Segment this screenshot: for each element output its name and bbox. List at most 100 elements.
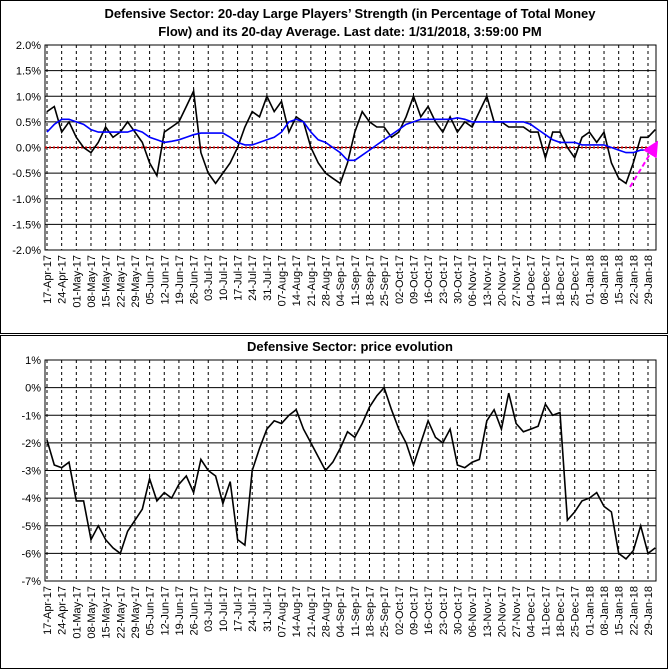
x-tick-label: 13-Nov-17 [482,586,494,637]
y-tick-label: -1.5% [12,219,41,231]
y-tick-label: -5% [21,521,41,533]
y-tick-label: -0.5% [12,168,41,180]
x-tick-label: 28-Aug-17 [321,255,333,306]
x-tick-label: 01-Jan-18 [584,255,596,305]
x-tick-label: 01-May-17 [71,586,83,639]
x-tick-label: 26-Jun-17 [189,255,201,305]
x-tick-label: 16-Oct-17 [423,586,435,635]
x-tick-label: 17-Apr-17 [42,586,54,635]
y-tick-label: 1.5% [16,66,41,78]
y-tick-label: 0.5% [16,117,41,129]
x-tick-label: 15-May-17 [101,255,113,308]
x-tick-label: 08-May-17 [86,586,98,639]
x-tick-label: 18-Sep-17 [364,255,376,306]
x-tick-label: 13-Nov-17 [482,255,494,306]
x-tick-label: 24-Apr-17 [57,255,69,304]
y-tick-label: -4% [21,493,41,505]
series-line [46,116,656,162]
y-tick-label: 2.0% [16,40,41,52]
chart-title: Defensive Sector: price evolution [247,339,453,354]
x-tick-label: 22-Jan-18 [628,255,640,305]
x-tick-label: 25-Sep-17 [379,586,391,637]
x-tick-label: 24-Jul-17 [247,586,259,632]
y-tick-label: -1.0% [12,194,41,206]
x-tick-label: 18-Sep-17 [364,586,376,637]
x-tick-label: 29-Jan-18 [643,255,655,305]
x-tick-label: 30-Oct-17 [452,255,464,304]
x-tick-label: 21-Aug-17 [306,255,318,306]
x-tick-label: 18-Dec-17 [555,586,567,637]
x-tick-label: 03-Jul-17 [203,255,215,301]
x-tick-label: 05-Jun-17 [145,586,157,636]
x-tick-label: 04-Dec-17 [526,255,538,306]
y-tick-label: -3% [21,466,41,478]
x-tick-label: 27-Nov-17 [511,255,523,306]
x-tick-label: 10-Jul-17 [218,586,230,632]
x-tick-label: 15-May-17 [101,586,113,639]
x-tick-label: 11-Sep-17 [350,255,362,306]
x-tick-label: 08-Jan-18 [599,255,611,305]
x-tick-label: 25-Sep-17 [379,255,391,306]
x-tick-label: 11-Sep-17 [350,586,362,637]
x-tick-label: 22-Jan-18 [628,586,640,636]
chart-title: Flow) and its 20-day Average. Last date:… [158,24,541,39]
x-tick-label: 03-Jul-17 [203,586,215,632]
x-tick-label: 31-Jul-17 [262,255,274,301]
x-tick-label: 04-Sep-17 [335,255,347,306]
x-tick-label: 01-May-17 [71,255,83,308]
x-tick-label: 20-Nov-17 [496,255,508,306]
x-tick-label: 16-Oct-17 [423,255,435,304]
x-tick-label: 04-Dec-17 [526,586,538,637]
x-tick-label: 05-Jun-17 [145,255,157,305]
x-tick-label: 11-Dec-17 [540,586,552,637]
x-tick-label: 25-Dec-17 [570,586,582,637]
x-tick-label: 08-May-17 [86,255,98,308]
x-tick-label: 01-Jan-18 [584,586,596,636]
series-line [46,386,656,560]
x-tick-label: 18-Dec-17 [555,255,567,306]
x-tick-label: 21-Aug-17 [306,586,318,637]
x-tick-label: 11-Dec-17 [540,255,552,306]
x-tick-label: 29-May-17 [130,255,142,308]
x-tick-label: 09-Oct-17 [408,586,420,635]
x-tick-label: 14-Aug-17 [291,255,303,306]
x-tick-label: 02-Oct-17 [394,586,406,635]
x-tick-label: 27-Nov-17 [511,586,523,637]
trend-arrow [629,140,659,188]
x-tick-label: 22-May-17 [115,586,127,639]
x-tick-label: 19-Jun-17 [174,255,186,305]
x-tick-label: 10-Jul-17 [218,255,230,301]
x-tick-label: 07-Aug-17 [277,586,289,637]
chart-title: Defensive Sector: 20-day Large Players’ … [104,6,596,21]
x-tick-label: 17-Jul-17 [233,255,245,301]
x-tick-label: 22-May-17 [115,255,127,308]
x-tick-label: 06-Nov-17 [467,586,479,637]
x-tick-label: 24-Apr-17 [57,586,69,635]
x-tick-label: 12-Jun-17 [159,586,171,636]
y-tick-label: -2.0% [12,245,41,257]
x-tick-label: 12-Jun-17 [159,255,171,305]
x-tick-label: 09-Oct-17 [408,255,420,304]
x-tick-label: 23-Oct-17 [438,586,450,635]
x-tick-label: 28-Aug-17 [321,586,333,637]
y-tick-label: 0% [25,383,41,395]
x-tick-label: 08-Jan-18 [599,586,611,636]
y-tick-label: 1.0% [16,91,41,103]
x-tick-label: 19-Jun-17 [174,586,186,636]
x-tick-label: 24-Jul-17 [247,255,259,301]
x-tick-label: 25-Dec-17 [570,255,582,306]
x-tick-label: 30-Oct-17 [452,586,464,635]
y-tick-label: -2% [21,438,41,450]
x-tick-label: 02-Oct-17 [394,255,406,304]
x-tick-label: 17-Apr-17 [42,255,54,304]
x-tick-label: 20-Nov-17 [496,586,508,637]
x-tick-label: 14-Aug-17 [291,586,303,637]
x-tick-label: 17-Jul-17 [233,586,245,632]
x-tick-label: 06-Nov-17 [467,255,479,306]
x-tick-label: 31-Jul-17 [262,586,274,632]
x-tick-label: 07-Aug-17 [277,255,289,306]
y-tick-label: 0.0% [16,143,41,155]
y-tick-label: -1% [21,410,41,422]
x-tick-label: 04-Sep-17 [335,586,347,637]
